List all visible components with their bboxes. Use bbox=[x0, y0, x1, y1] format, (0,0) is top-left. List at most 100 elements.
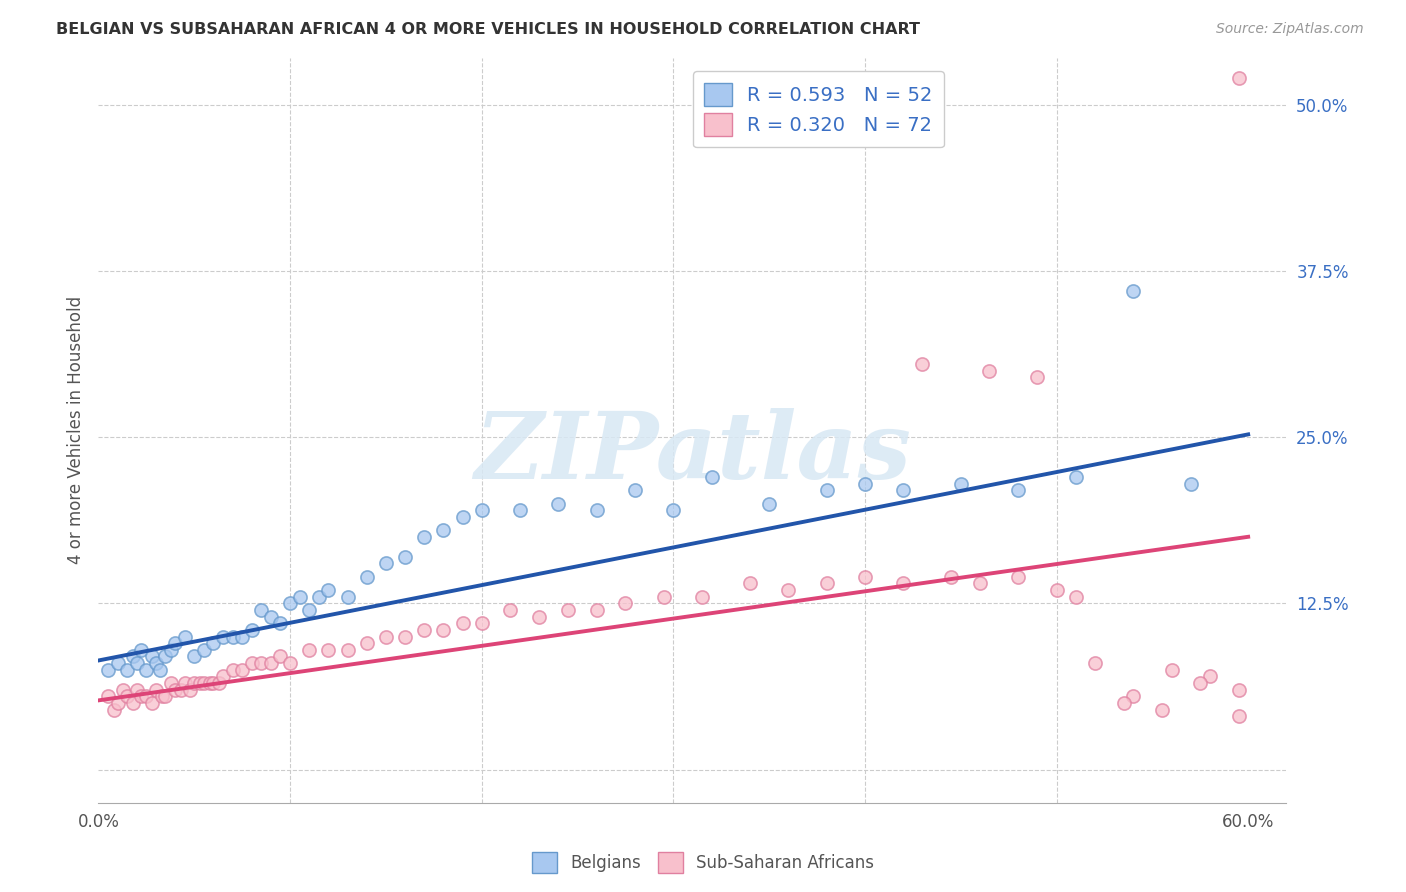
Point bbox=[198, 676, 221, 690]
Point bbox=[179, 682, 201, 697]
Point bbox=[1180, 476, 1202, 491]
Point bbox=[145, 682, 167, 697]
Point bbox=[652, 590, 675, 604]
Y-axis label: 4 or more Vehicles in Household: 4 or more Vehicles in Household bbox=[66, 296, 84, 565]
Point bbox=[778, 582, 800, 597]
Point bbox=[911, 357, 934, 371]
Point bbox=[269, 616, 291, 631]
Point bbox=[165, 682, 187, 697]
Point bbox=[103, 703, 125, 717]
Point bbox=[145, 656, 167, 670]
Point bbox=[278, 656, 301, 670]
Point bbox=[891, 576, 914, 591]
Point bbox=[212, 630, 235, 644]
Point bbox=[374, 630, 396, 644]
Point bbox=[394, 549, 416, 564]
Point bbox=[1198, 669, 1220, 683]
Point bbox=[413, 530, 436, 544]
Point bbox=[318, 643, 340, 657]
Point bbox=[394, 630, 416, 644]
Point bbox=[221, 663, 243, 677]
Point bbox=[1189, 676, 1212, 690]
Point bbox=[969, 576, 991, 591]
Point bbox=[1122, 284, 1144, 298]
Point bbox=[155, 690, 177, 704]
Point bbox=[547, 497, 569, 511]
Point bbox=[318, 582, 340, 597]
Point bbox=[202, 636, 225, 650]
Point bbox=[700, 470, 723, 484]
Point bbox=[107, 696, 129, 710]
Point bbox=[815, 483, 838, 498]
Point bbox=[141, 696, 163, 710]
Point bbox=[374, 557, 396, 571]
Point bbox=[115, 690, 138, 704]
Point bbox=[585, 503, 607, 517]
Point bbox=[231, 663, 253, 677]
Point bbox=[141, 649, 163, 664]
Point bbox=[853, 476, 876, 491]
Point bbox=[432, 523, 454, 537]
Point bbox=[527, 609, 550, 624]
Text: Source: ZipAtlas.com: Source: ZipAtlas.com bbox=[1216, 22, 1364, 37]
Legend: R = 0.593   N = 52, R = 0.320   N = 72: R = 0.593 N = 52, R = 0.320 N = 72 bbox=[693, 71, 943, 147]
Point bbox=[471, 503, 494, 517]
Point bbox=[260, 609, 283, 624]
Text: ZIPatlas: ZIPatlas bbox=[474, 408, 911, 498]
Point bbox=[662, 503, 685, 517]
Point bbox=[1064, 470, 1087, 484]
Point bbox=[1007, 570, 1029, 584]
Point bbox=[413, 623, 436, 637]
Point bbox=[212, 669, 235, 683]
Point bbox=[97, 690, 120, 704]
Point bbox=[1007, 483, 1029, 498]
Point bbox=[122, 696, 145, 710]
Legend: Belgians, Sub-Saharan Africans: Belgians, Sub-Saharan Africans bbox=[526, 846, 880, 880]
Point bbox=[1150, 703, 1173, 717]
Point bbox=[1084, 656, 1107, 670]
Text: BELGIAN VS SUBSAHARAN AFRICAN 4 OR MORE VEHICLES IN HOUSEHOLD CORRELATION CHART: BELGIAN VS SUBSAHARAN AFRICAN 4 OR MORE … bbox=[56, 22, 921, 37]
Point bbox=[1064, 590, 1087, 604]
Point bbox=[208, 676, 231, 690]
Point bbox=[170, 682, 193, 697]
Point bbox=[499, 603, 522, 617]
Point bbox=[160, 643, 183, 657]
Point bbox=[853, 570, 876, 584]
Point bbox=[115, 663, 138, 677]
Point bbox=[193, 676, 215, 690]
Point bbox=[509, 503, 531, 517]
Point bbox=[585, 603, 607, 617]
Point bbox=[432, 623, 454, 637]
Point bbox=[738, 576, 761, 591]
Point bbox=[165, 636, 187, 650]
Point bbox=[250, 603, 273, 617]
Point bbox=[471, 616, 494, 631]
Point bbox=[288, 590, 311, 604]
Point bbox=[125, 682, 148, 697]
Point bbox=[298, 643, 321, 657]
Point bbox=[1045, 582, 1067, 597]
Point bbox=[135, 663, 157, 677]
Point bbox=[150, 690, 173, 704]
Point bbox=[1227, 709, 1250, 723]
Point bbox=[891, 483, 914, 498]
Point bbox=[1160, 663, 1182, 677]
Point bbox=[202, 676, 225, 690]
Point bbox=[1026, 370, 1049, 384]
Point bbox=[1122, 690, 1144, 704]
Point bbox=[260, 656, 283, 670]
Point bbox=[129, 690, 152, 704]
Point bbox=[451, 616, 474, 631]
Point bbox=[107, 656, 129, 670]
Point bbox=[758, 497, 780, 511]
Point bbox=[557, 603, 579, 617]
Point bbox=[451, 509, 474, 524]
Point bbox=[1227, 70, 1250, 85]
Point bbox=[1112, 696, 1135, 710]
Point bbox=[155, 649, 177, 664]
Point bbox=[183, 676, 205, 690]
Point bbox=[356, 636, 378, 650]
Point bbox=[97, 663, 120, 677]
Point bbox=[336, 590, 359, 604]
Point bbox=[188, 676, 211, 690]
